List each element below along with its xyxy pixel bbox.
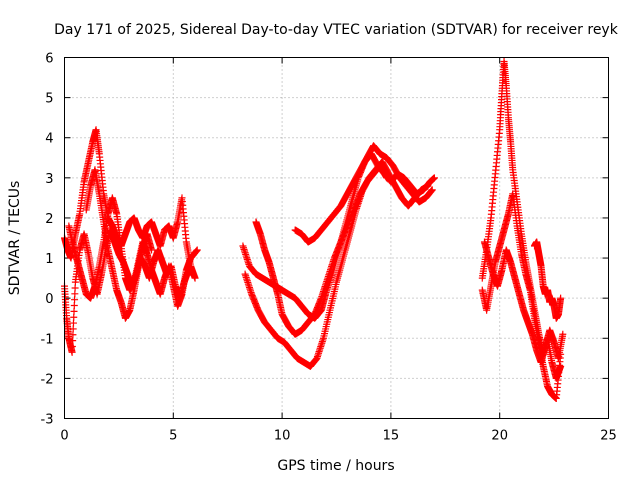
x-tick-label: 25 xyxy=(600,429,617,444)
y-tick-label: 1 xyxy=(45,252,53,267)
data-point xyxy=(193,246,201,254)
y-tick-label: 0 xyxy=(45,292,53,307)
y-tick-label: 3 xyxy=(45,172,53,187)
data-point-fill xyxy=(69,331,77,339)
y-tick-label: 5 xyxy=(45,92,53,107)
data-point-fill xyxy=(68,342,76,350)
series-seg-k xyxy=(480,238,567,366)
series-seg-a xyxy=(61,126,199,282)
series-seg-e xyxy=(239,150,438,322)
series-seg-f xyxy=(241,158,432,370)
data-point xyxy=(191,274,199,282)
data-point-fill xyxy=(71,296,79,304)
data-point-fill xyxy=(70,307,78,315)
data-point-fill xyxy=(70,302,78,310)
y-tick-label: 2 xyxy=(45,212,53,227)
x-tick-label: 20 xyxy=(491,429,508,444)
series-seg-g xyxy=(252,162,391,338)
x-tick-label: 5 xyxy=(169,429,177,444)
data-points xyxy=(61,58,567,402)
data-point xyxy=(148,246,156,254)
data-point xyxy=(68,348,76,356)
data-point xyxy=(559,330,567,338)
chart-title: Day 171 of 2025, Sidereal Day-to-day VTE… xyxy=(54,22,619,38)
series-seg-l xyxy=(531,238,565,322)
data-point xyxy=(428,186,436,194)
y-tick-label: -3 xyxy=(41,413,54,428)
y-axis-label: SDTVAR / TECUs xyxy=(7,181,23,296)
data-point-fill xyxy=(69,319,77,327)
y-tick-label: 4 xyxy=(45,132,53,147)
series-seg-h xyxy=(291,142,436,246)
series-seg-c xyxy=(65,194,201,310)
series-seg-j xyxy=(478,190,565,402)
plot-frame xyxy=(64,57,609,419)
x-tick-label: 0 xyxy=(60,429,68,444)
x-axis-label: GPS time / hours xyxy=(277,458,394,474)
x-tick-label: 10 xyxy=(274,429,291,444)
x-tick-label: 15 xyxy=(383,429,400,444)
y-tick-label: -1 xyxy=(41,332,54,347)
data-point-fill xyxy=(71,284,79,292)
data-point xyxy=(189,270,197,278)
data-point-fill xyxy=(71,290,79,298)
data-point xyxy=(557,294,565,302)
data-point xyxy=(383,174,391,182)
y-tick-label: 6 xyxy=(45,52,53,67)
data-point-fill xyxy=(70,313,78,321)
y-tick-label: -2 xyxy=(41,372,54,387)
series-seg-d xyxy=(82,166,156,322)
data-point xyxy=(430,174,438,182)
axis-ticks: 0 5 10 15 20 25 -3 -2 -1 0 1 2 3 4 5 6 xyxy=(41,52,617,444)
data-point xyxy=(424,182,432,190)
data-point-fill xyxy=(69,337,77,345)
data-point-fill xyxy=(69,325,77,333)
